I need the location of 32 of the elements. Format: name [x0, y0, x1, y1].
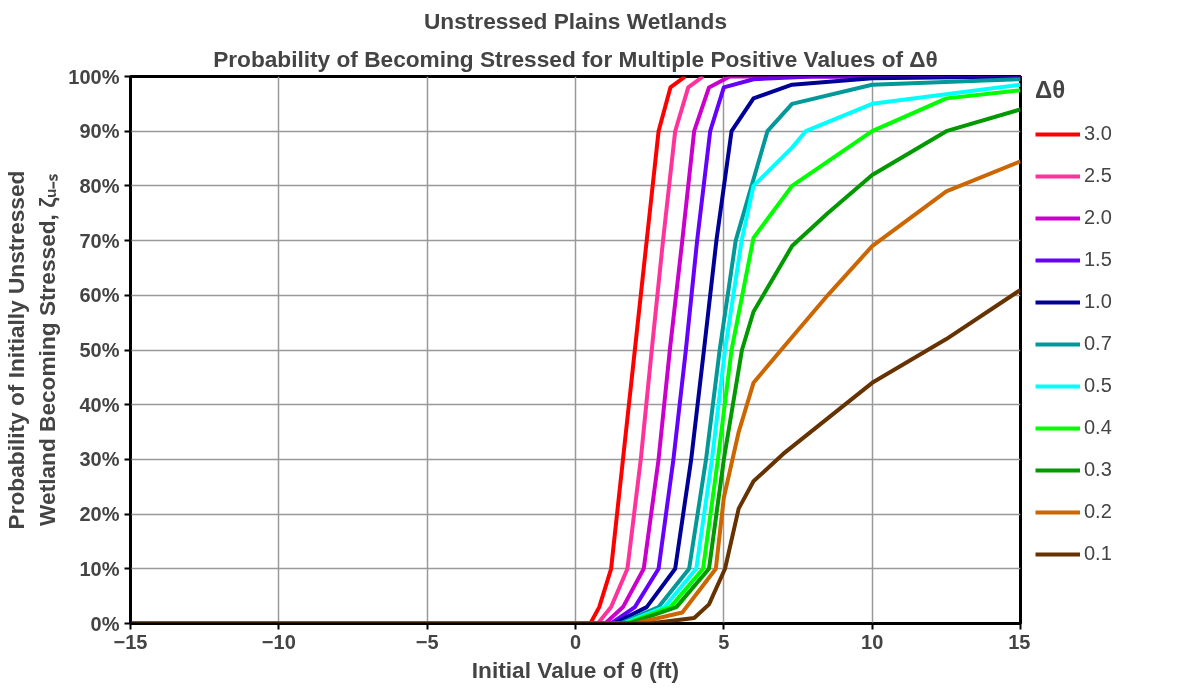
x-tick-label: −5: [415, 630, 439, 653]
legend-label: 0.3: [1084, 458, 1112, 481]
y-tick-label: 50%: [79, 339, 120, 361]
legend-label: 0.5: [1084, 374, 1112, 397]
y-tick-label: 10%: [79, 557, 120, 580]
legend-label: 2.5: [1084, 164, 1112, 187]
y-axis-title: Probability of Initially Unstressed Wetland Becoming Stressed, ζᵤ₋ₛ: [3, 170, 61, 530]
y-tick-label: 80%: [79, 174, 120, 197]
y-tick-label: 60%: [79, 284, 120, 307]
y-tick-label: 100%: [68, 65, 120, 88]
legend-label: 0.1: [1084, 542, 1112, 565]
x-tick-label: −10: [261, 630, 296, 653]
x-tick-label: 5: [718, 630, 730, 653]
y-tick-label: 20%: [79, 503, 120, 526]
chart-subtitle: Probability of Becoming Stressed for Multiple Positive Values of Δθ: [213, 45, 938, 72]
legend-label: 1.5: [1084, 248, 1112, 271]
legend-label: 0.7: [1084, 332, 1112, 355]
chart-title: Unstressed Plains Wetlands: [423, 7, 728, 34]
legend-label: 2.0: [1084, 206, 1112, 229]
legend-title: Δθ: [1035, 76, 1067, 104]
y-tick-label: 70%: [79, 229, 120, 252]
legend-label: 1.0: [1084, 290, 1112, 313]
legend-label: 0.2: [1084, 500, 1112, 523]
x-axis-title: Initial Value of θ (ft): [471, 656, 680, 683]
y-tick-label: 30%: [79, 448, 120, 471]
x-tick-label: 10: [861, 630, 884, 653]
legend-label: 3.0: [1084, 122, 1112, 145]
y-tick-label: 40%: [79, 393, 120, 416]
x-tick-label: 0: [569, 630, 582, 653]
y-tick-label: 90%: [79, 120, 120, 143]
legend-label: 0.4: [1084, 416, 1112, 439]
x-tick-label: 15: [1008, 630, 1031, 653]
